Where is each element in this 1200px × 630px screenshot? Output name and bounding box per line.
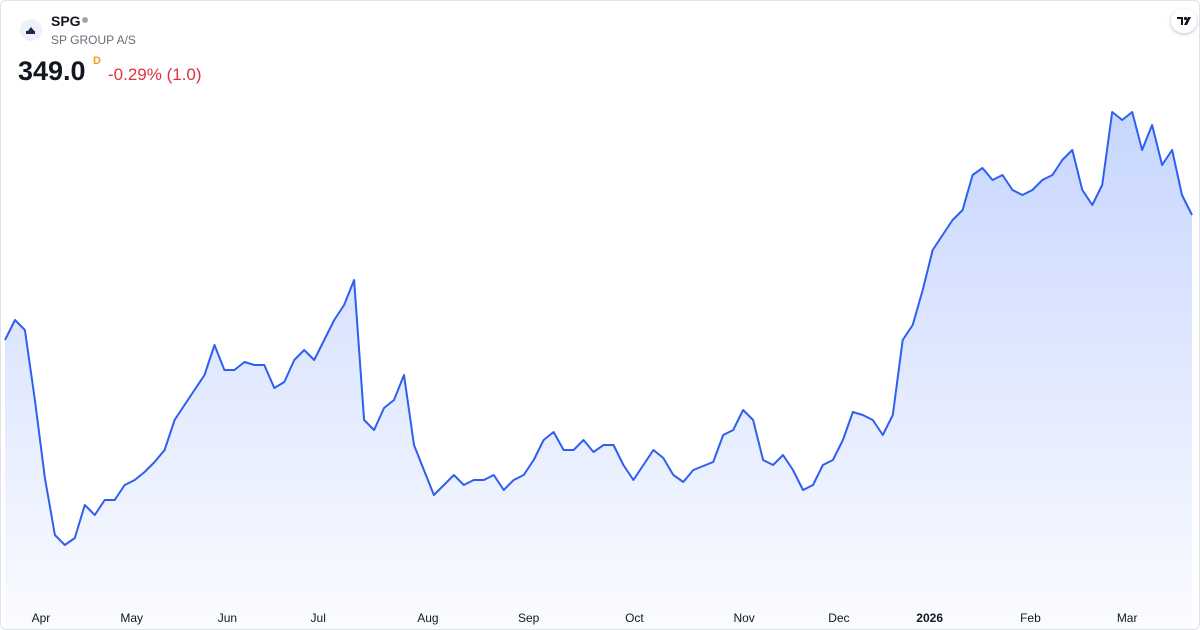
x-tick-label: Oct <box>625 611 644 625</box>
area-fill <box>5 112 1192 629</box>
x-tick-label: Nov <box>733 611 754 625</box>
x-tick-label: Aug <box>417 611 438 625</box>
x-tick-label: Apr <box>32 611 51 625</box>
company-name: SP GROUP A/S <box>51 33 136 47</box>
x-tick-label: May <box>120 611 143 625</box>
brand-icon <box>1177 16 1191 25</box>
x-tick-label: Sep <box>518 611 540 625</box>
price-line <box>4 111 1193 546</box>
status-dot <box>82 17 88 23</box>
logo <box>20 19 42 41</box>
price-flag: D <box>93 55 101 67</box>
price: 349.0 <box>18 56 86 86</box>
price-change: -0.29% (1.0) <box>108 65 202 84</box>
x-tick-label: 2026 <box>916 611 943 625</box>
x-tick-label: Jul <box>311 611 326 625</box>
x-tick-label: Jun <box>218 611 237 625</box>
x-tick-label: Dec <box>828 611 849 625</box>
logo-icon <box>26 27 35 34</box>
symbol: SPG <box>51 13 81 29</box>
x-tick-label: Feb <box>1020 611 1041 625</box>
x-tick-label: Mar <box>1117 611 1138 625</box>
brand-badge <box>1171 9 1197 33</box>
